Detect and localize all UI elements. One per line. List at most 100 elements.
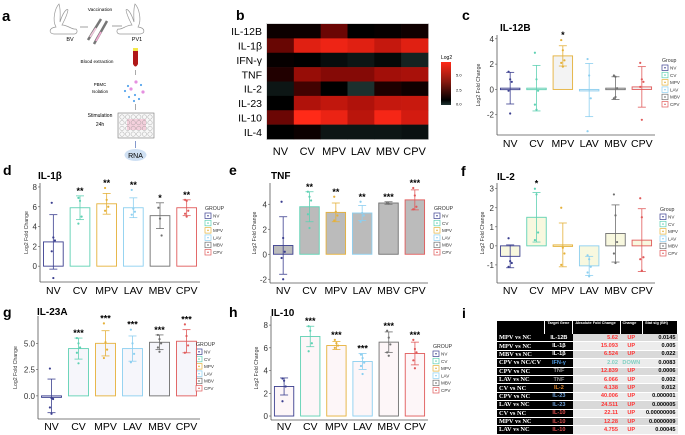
label-24h: 24h: [96, 122, 105, 128]
data-point: [533, 51, 537, 54]
data-point: [413, 194, 416, 197]
heatmap-row-label: IL-23: [238, 98, 262, 110]
data-point: [612, 97, 616, 100]
y-tick-label: 2: [33, 242, 38, 251]
x-tick-label: MPV: [94, 421, 117, 433]
y-axis-label: Log2 Fold Change: [13, 346, 19, 389]
bar-mbv: [378, 202, 399, 255]
heatmap-cell: [320, 24, 348, 39]
data-point: [560, 206, 563, 209]
data-point: [131, 342, 134, 345]
data-point: [614, 214, 617, 217]
data-point: [535, 108, 538, 111]
colorbar: [441, 62, 451, 105]
significance-marker: ***: [410, 330, 421, 340]
cell-fold: 22.11: [572, 409, 620, 418]
data-point: [561, 49, 564, 52]
legend-point: [198, 372, 200, 375]
data-point: [75, 336, 78, 340]
legend-point: [664, 96, 666, 98]
legend-title: GROUP: [433, 344, 453, 350]
y-tick-label: 0: [263, 250, 268, 259]
well-icon: [130, 120, 136, 126]
cell-gene: IFN-γ: [544, 358, 573, 368]
heatmap-cell: [293, 38, 321, 54]
data-point: [639, 85, 642, 88]
legend-label: MBV: [204, 379, 215, 384]
data-point: [639, 258, 642, 261]
cell-sig: 0.022: [642, 350, 678, 360]
chart-title: TNF: [271, 171, 290, 182]
heatmap-cell: [267, 124, 295, 140]
data-point: [616, 240, 619, 244]
legend-point: [662, 215, 664, 218]
data-point: [612, 193, 616, 196]
data-point: [535, 78, 538, 81]
significance-marker: ***: [383, 321, 394, 331]
x-tick-label: CPV: [176, 421, 198, 433]
data-point: [586, 254, 589, 257]
header-stat-sig: Stat sig (BH): [642, 321, 678, 334]
data-point: [284, 385, 287, 388]
data-point: [77, 196, 80, 199]
heatmap-row-label: IFN-γ: [236, 55, 262, 67]
data-point: [640, 118, 643, 121]
data-point: [359, 353, 363, 356]
data-point: [389, 343, 392, 346]
legend-label: NV: [204, 350, 211, 355]
y-tick-label: 8: [264, 321, 269, 330]
heatmap-cell: [374, 124, 402, 140]
legend-label: CPV: [670, 102, 680, 107]
legend-label: LAV: [442, 235, 451, 240]
y-tick-label: 4: [263, 200, 268, 209]
y-tick-label: 3: [490, 185, 495, 194]
cell-fold: 4.138: [572, 383, 620, 393]
significance-marker: ***: [73, 328, 84, 338]
data-point: [50, 201, 53, 204]
data-point: [130, 188, 133, 192]
data-point: [281, 377, 284, 380]
data-point: [133, 352, 136, 355]
table-row: CPV vs NC TNF 12.839 UP 0.0006: [497, 367, 678, 376]
panel-letter-h: h: [229, 304, 238, 320]
legend-point: [436, 236, 438, 239]
x-tick-label: MPV: [551, 138, 574, 150]
x-tick-label: CV: [71, 421, 86, 433]
data-point: [107, 205, 110, 208]
bar-mbv: [149, 341, 170, 397]
well-icon: [147, 120, 153, 126]
legend-title: GROUP: [205, 206, 225, 212]
x-tick-label: MPV: [324, 285, 347, 297]
significance-marker: ***: [383, 192, 394, 202]
cell-fold: 12.28: [572, 417, 620, 427]
bar-cv: [300, 336, 321, 417]
data-point: [614, 75, 617, 78]
y-axis-label: Log2 Fold Change: [476, 64, 482, 107]
data-point: [639, 197, 642, 200]
heatmap-cell: [347, 95, 375, 111]
data-point: [160, 234, 163, 237]
y-axis-label: Log2 Fold Change: [252, 212, 258, 255]
data-point: [158, 338, 161, 341]
chart-title: IL-10: [271, 308, 295, 319]
x-tick-label: LAV: [353, 285, 372, 297]
label-stimulation: Stimulation: [88, 113, 113, 119]
cell-gene: IL-1β: [544, 341, 573, 351]
cell-sig: 0.0145: [642, 334, 678, 343]
legend-point: [207, 251, 209, 254]
data-point: [412, 359, 415, 362]
data-point: [387, 202, 390, 205]
data-point: [588, 275, 591, 278]
data-point: [333, 346, 336, 349]
syringe-icon: [86, 18, 109, 45]
cell-gene: IL-1β: [544, 350, 573, 360]
x-tick-label: CV: [302, 285, 317, 297]
data-point: [359, 364, 363, 368]
x-tick-label: LAV: [123, 421, 142, 433]
y-axis-label: Log2 Fold Change: [24, 211, 30, 254]
x-tick-label: NV: [276, 285, 291, 297]
heatmap-cell: [267, 24, 295, 39]
legend-point: [664, 88, 666, 91]
legend-point: [435, 389, 437, 392]
